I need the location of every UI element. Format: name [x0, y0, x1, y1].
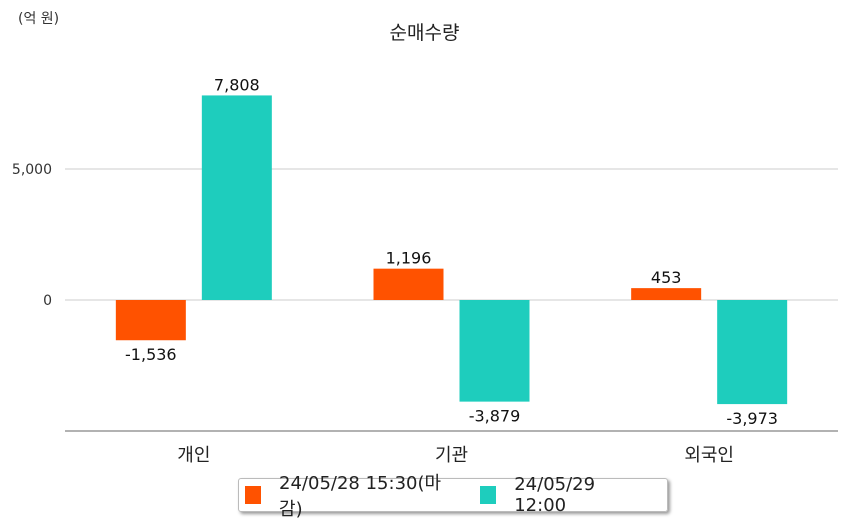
- y-tick-label: 5,000: [12, 162, 52, 178]
- x-tick-label: 외국인: [684, 445, 734, 466]
- legend-label: 24/05/29 12:00: [514, 474, 596, 516]
- legend-item-1[interactable]: 24/05/29 12:00: [474, 474, 637, 516]
- bar: [717, 300, 788, 405]
- data-label: 7,808: [214, 75, 260, 94]
- x-tick-label: 개인: [177, 445, 210, 466]
- bar: [115, 300, 186, 341]
- x-tick-label: 기관: [435, 445, 468, 466]
- legend-swatch: [245, 486, 262, 504]
- chart-title: 순매수량: [389, 22, 460, 44]
- data-label: -3,973: [726, 409, 778, 428]
- legend-label: 24/05/28 15:30(마감): [279, 473, 442, 520]
- data-label: -3,879: [469, 407, 521, 426]
- data-label: -1,536: [125, 345, 177, 364]
- bar: [373, 268, 444, 300]
- data-label: 1,196: [386, 249, 432, 268]
- y-tick-label: 0: [43, 293, 52, 309]
- bar: [201, 95, 272, 301]
- legend: 24/05/28 15:30(마감) 24/05/29 12:00: [238, 473, 668, 520]
- data-label: 453: [651, 268, 682, 287]
- legend-swatch: [480, 486, 497, 504]
- bar: [631, 288, 702, 300]
- unit-label: (억 원): [18, 11, 60, 27]
- legend-item-0[interactable]: 24/05/28 15:30(마감): [239, 469, 444, 521]
- bar-chart: 0 5,000 개인 -1,536 7,808 기관 1,196 -3,879 외국인 453 -3…: [12, 75, 838, 466]
- bar: [459, 300, 530, 402]
